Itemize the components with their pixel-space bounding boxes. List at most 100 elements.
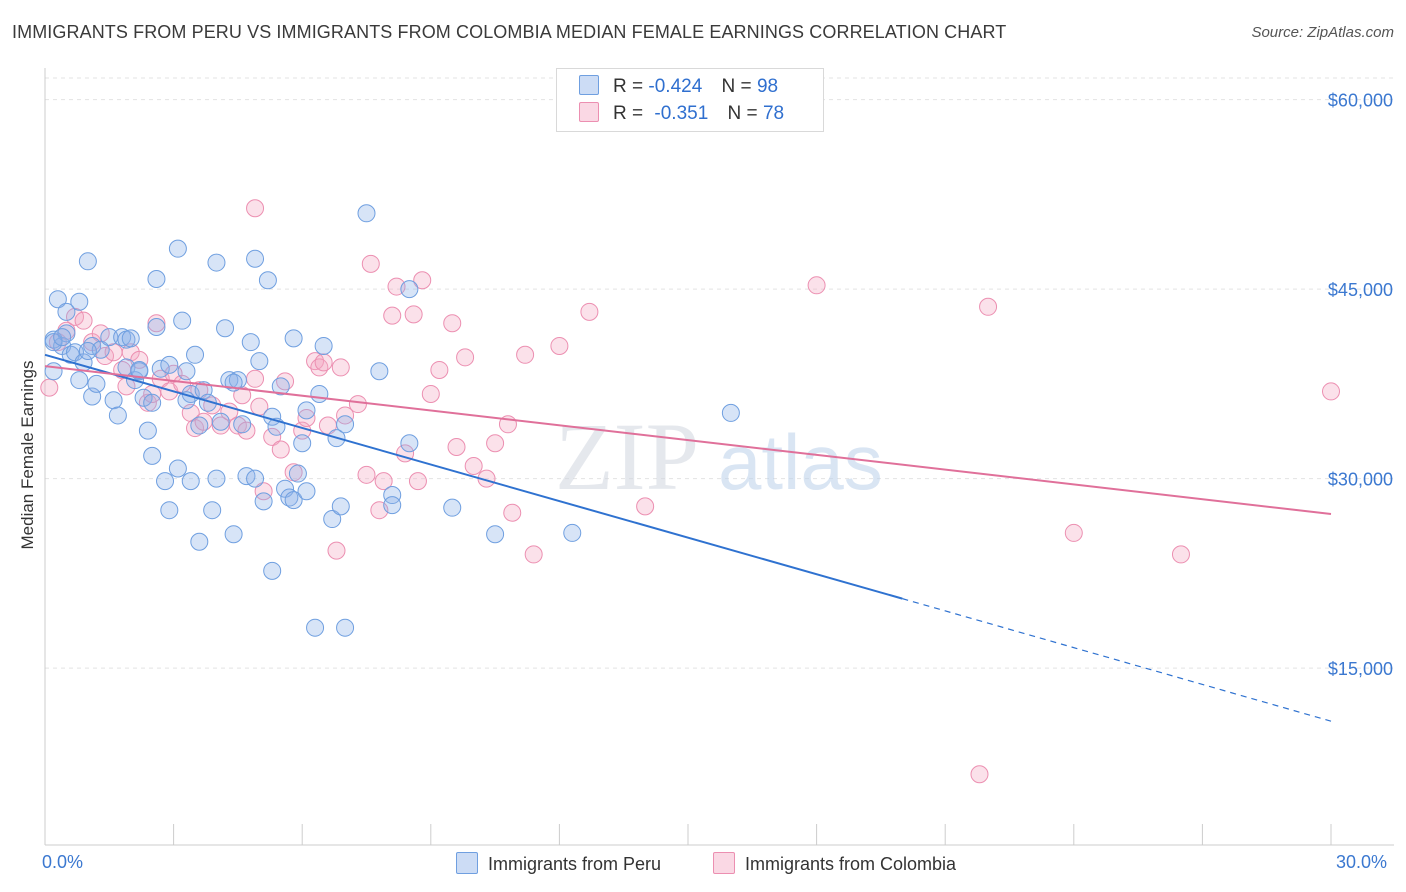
point-peru-17: [104, 391, 123, 410]
bottom-legend-peru: Immigrants from Peru: [456, 852, 661, 875]
point-colombia-77: [1171, 545, 1190, 564]
bottom-legend-label-peru: Immigrants from Peru: [488, 854, 662, 874]
point-colombia-69: [524, 545, 543, 564]
point-peru-32: [160, 355, 179, 374]
trend-lines: [44, 353, 1332, 722]
point-colombia-74: [970, 765, 989, 784]
point-peru-92: [53, 328, 72, 347]
bottom-legend-swatch-peru: [456, 852, 478, 874]
point-colombia-31: [246, 199, 265, 218]
point-peru-62: [263, 561, 282, 580]
point-colombia-56: [408, 472, 427, 491]
point-peru-55: [241, 333, 260, 352]
point-peru-48: [211, 412, 230, 431]
point-colombia-59: [430, 360, 449, 379]
trend-line-peru-extrapolated: [902, 598, 1332, 722]
point-peru-42: [190, 416, 209, 435]
point-peru-37: [177, 362, 196, 381]
point-peru-93: [78, 342, 97, 361]
legend-n-label-peru: N =: [721, 76, 752, 97]
point-peru-30: [151, 359, 170, 378]
point-peru-41: [190, 532, 209, 551]
x-tick-label-max: 30.0%: [1336, 852, 1388, 872]
point-peru-4: [57, 302, 76, 321]
point-peru-49: [216, 319, 235, 338]
point-colombia-33: [254, 482, 273, 501]
series-colombia-points: [40, 199, 1340, 784]
point-colombia-78: [1322, 382, 1340, 401]
point-colombia-72: [636, 497, 655, 516]
point-colombia-34: [263, 427, 282, 446]
point-peru-36: [173, 311, 192, 330]
point-colombia-47: [348, 395, 367, 414]
point-colombia-44: [327, 541, 346, 560]
point-peru-88: [486, 525, 505, 544]
point-peru-82: [370, 362, 389, 381]
axes: [44, 68, 1394, 846]
point-colombia-52: [383, 306, 402, 325]
legend-n-value-peru: 98: [756, 76, 779, 97]
bottom-legend-swatch-colombia: [713, 852, 735, 874]
point-peru-46: [207, 253, 226, 272]
point-peru-25: [138, 421, 157, 440]
watermark: ZIP atlas: [555, 403, 883, 510]
x-tick-label-min: 0.0%: [42, 852, 84, 872]
point-peru-81: [357, 204, 376, 223]
point-colombia-4: [74, 311, 93, 330]
watermark-zip: ZIP: [555, 403, 699, 510]
point-peru-24: [134, 388, 153, 407]
point-colombia-3: [66, 307, 85, 326]
point-colombia-68: [516, 345, 535, 364]
point-colombia-55: [404, 305, 423, 324]
point-peru-33: [160, 501, 179, 520]
point-peru-78: [331, 497, 350, 516]
legend-swatch-peru: [579, 75, 599, 95]
point-peru-84: [383, 496, 402, 515]
legend-r-label-peru: R =: [613, 76, 644, 97]
legend-row-colombia: R = -0.351 N = 78: [579, 102, 784, 128]
y-tick-label-3: $60,000: [1328, 91, 1393, 111]
point-colombia-6: [91, 324, 110, 343]
y-tick-label-1: $30,000: [1328, 470, 1393, 490]
point-peru-8: [70, 292, 89, 311]
point-colombia-28: [233, 386, 252, 405]
point-peru-38: [181, 472, 200, 491]
point-colombia-61: [447, 438, 466, 457]
bottom-legend-label-colombia: Immigrants from Colombia: [745, 854, 957, 874]
point-peru-11: [78, 252, 97, 271]
point-peru-95: [130, 360, 149, 379]
point-peru-72: [297, 482, 316, 501]
point-peru-0: [44, 362, 63, 381]
point-peru-86: [400, 280, 419, 299]
point-peru-34: [168, 239, 187, 258]
point-peru-74: [310, 384, 329, 403]
point-peru-59: [254, 492, 273, 511]
point-colombia-30: [246, 369, 265, 388]
point-colombia-45: [331, 358, 350, 377]
point-peru-60: [258, 271, 277, 290]
point-peru-68: [284, 491, 303, 510]
point-colombia-48: [357, 465, 376, 484]
point-peru-27: [143, 393, 162, 412]
point-peru-56: [246, 249, 265, 268]
point-colombia-0: [40, 378, 59, 397]
legend-n-label-colombia: N =: [727, 103, 758, 124]
point-peru-76: [323, 510, 342, 529]
point-peru-29: [147, 318, 166, 336]
legend-r-value-colombia: -0.351: [654, 103, 709, 124]
bottom-legend-colombia: Immigrants from Colombia: [713, 852, 956, 875]
point-peru-73: [306, 618, 325, 637]
point-peru-51: [224, 525, 243, 544]
legend-r-value-peru: -0.424: [648, 76, 703, 97]
point-peru-91: [44, 333, 63, 352]
point-colombia-15: [147, 314, 166, 333]
point-peru-9: [70, 371, 89, 390]
point-peru-53: [233, 415, 252, 434]
legend-n-value-colombia: 78: [762, 103, 785, 124]
y-tick-label-0: $15,000: [1328, 659, 1393, 679]
point-peru-87: [443, 498, 462, 517]
trend-line-colombia: [44, 365, 1332, 515]
point-peru-69: [288, 464, 307, 483]
chart-title: IMMIGRANTS FROM PERU VS IMMIGRANTS FROM …: [12, 22, 1007, 42]
